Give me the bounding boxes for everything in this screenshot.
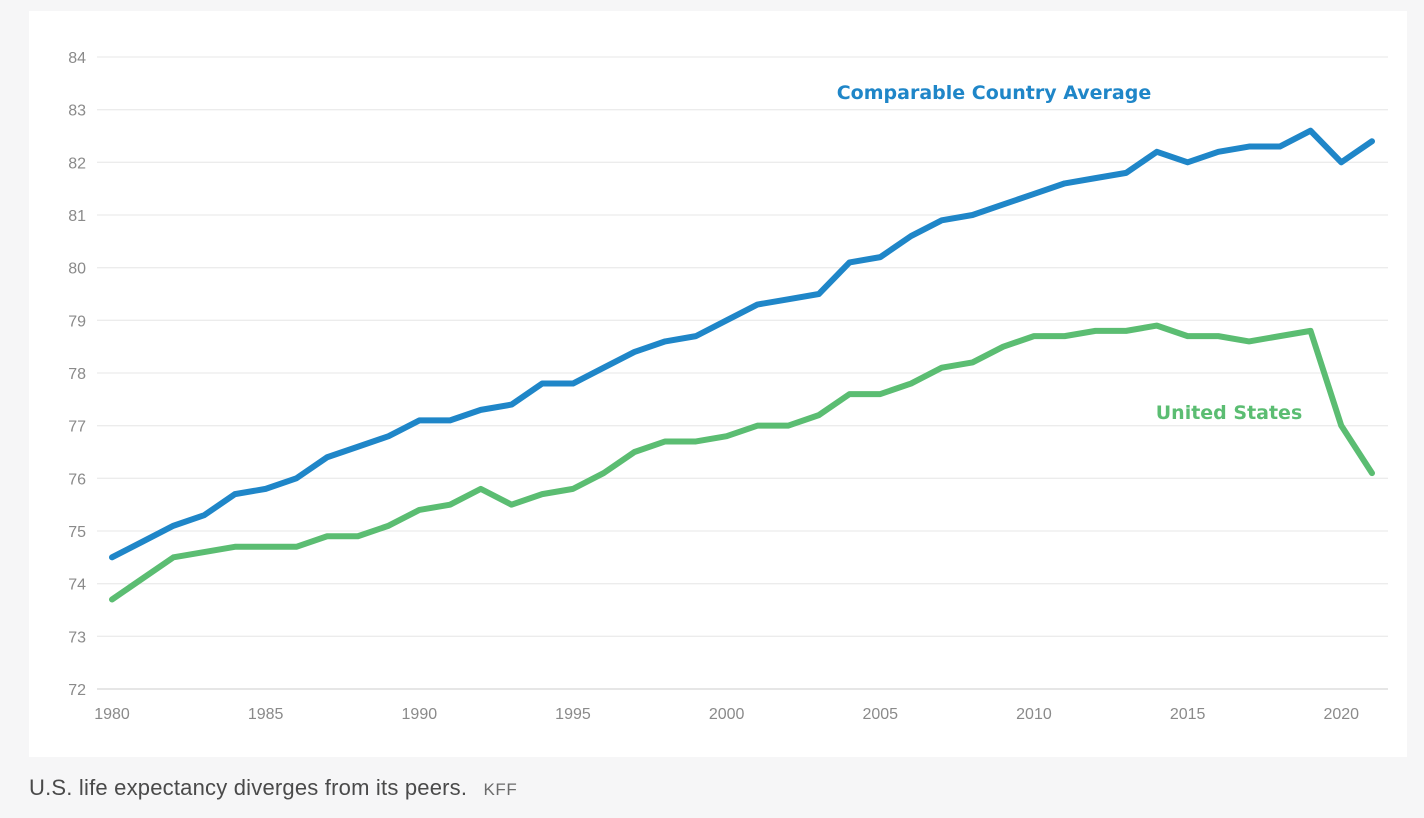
y-tick-label-75: 75 (68, 524, 86, 541)
series-line-united-states (109, 322, 1375, 603)
x-tick-label-2000: 2000 (709, 706, 745, 723)
gridlines (97, 56, 1388, 690)
y-tick-label-74: 74 (68, 577, 86, 594)
y-tick-label-81: 81 (68, 208, 86, 225)
y-tick-label-82: 82 (68, 155, 86, 172)
series-labels: Comparable Country Average United States (837, 82, 1303, 424)
x-tick-label-1985: 1985 (248, 706, 284, 723)
caption-text: U.S. life expectancy diverges from its p… (29, 775, 468, 800)
x-tick-label-2010: 2010 (1016, 706, 1052, 723)
y-tick-label-77: 77 (68, 419, 86, 436)
y-axis-ticks: 72 73 74 75 76 77 78 79 80 81 82 83 84 (68, 50, 86, 699)
x-tick-label-2015: 2015 (1170, 706, 1206, 723)
y-tick-label-84: 84 (68, 50, 86, 67)
series-line-comparable-country-average (109, 127, 1375, 561)
figure-caption: U.S. life expectancy diverges from its p… (29, 775, 517, 801)
x-tick-label-1995: 1995 (555, 706, 591, 723)
series-label-comparable-country-average: Comparable Country Average (837, 82, 1152, 104)
caption-credit: KFF (483, 780, 518, 799)
series-label-united-states: United States (1156, 402, 1303, 424)
x-tick-label-1990: 1990 (402, 706, 438, 723)
y-tick-label-80: 80 (68, 261, 86, 278)
series-lines (109, 127, 1375, 603)
y-tick-label-78: 78 (68, 366, 86, 383)
y-tick-label-72: 72 (68, 682, 86, 699)
y-tick-label-79: 79 (68, 313, 86, 330)
y-tick-label-76: 76 (68, 471, 86, 488)
chart-card (29, 11, 1407, 757)
x-tick-label-1980: 1980 (94, 706, 130, 723)
y-tick-label-73: 73 (68, 629, 86, 646)
y-tick-label-83: 83 (68, 103, 86, 120)
x-tick-label-2005: 2005 (862, 706, 898, 723)
x-tick-label-2020: 2020 (1323, 706, 1359, 723)
x-axis-ticks: 1980 1985 1990 1995 2000 2005 2010 2015 2020 (94, 706, 1359, 723)
